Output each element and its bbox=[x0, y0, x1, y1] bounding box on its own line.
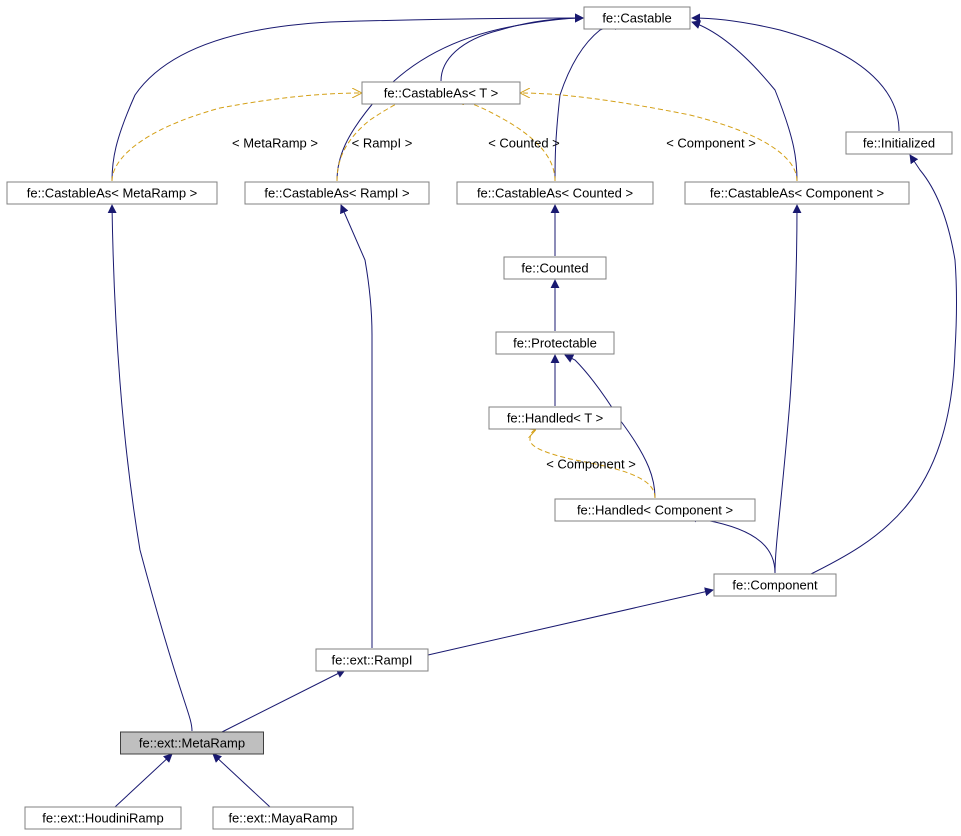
node-label-component: fe::Component bbox=[732, 578, 818, 593]
edge-solid-18 bbox=[213, 754, 270, 807]
edge-label-1: < RampI > bbox=[352, 136, 413, 151]
node-label-castableasT: fe::CastableAs< T > bbox=[384, 86, 498, 101]
node-label-caMeta: fe::CastableAs< MetaRamp > bbox=[27, 186, 198, 201]
node-houdini[interactable]: fe::ext::HoudiniRamp bbox=[25, 807, 181, 829]
node-castable[interactable]: fe::Castable bbox=[584, 7, 690, 29]
nodes-layer: fe::Castablefe::CastableAs< T >fe::Initi… bbox=[7, 7, 952, 829]
edge-solid-10 bbox=[689, 516, 775, 573]
node-metaRamp[interactable]: fe::ext::MetaRamp bbox=[121, 732, 264, 754]
edge-solid-4 bbox=[555, 23, 611, 181]
node-caRampI[interactable]: fe::CastableAs< RampI > bbox=[245, 182, 429, 204]
node-label-handledComp: fe::Handled< Component > bbox=[577, 503, 733, 518]
node-label-castable: fe::Castable bbox=[602, 11, 671, 26]
node-label-metaRamp: fe::ext::MetaRamp bbox=[139, 736, 245, 751]
edge-solid-14 bbox=[428, 590, 713, 655]
edge-label-3: < Component > bbox=[666, 136, 756, 151]
node-label-caCounted: fe::CastableAs< Counted > bbox=[477, 186, 633, 201]
node-caCounted[interactable]: fe::CastableAs< Counted > bbox=[457, 182, 653, 204]
node-protectable[interactable]: fe::Protectable bbox=[496, 332, 614, 354]
edge-label-4: < Component > bbox=[546, 457, 636, 472]
edge-label-2: < Counted > bbox=[488, 136, 560, 151]
node-label-caComponent: fe::CastableAs< Component > bbox=[710, 186, 884, 201]
node-label-maya: fe::ext::MayaRamp bbox=[228, 811, 337, 826]
node-component[interactable]: fe::Component bbox=[714, 574, 836, 596]
edge-solid-0 bbox=[441, 18, 583, 81]
node-counted[interactable]: fe::Counted bbox=[504, 257, 606, 279]
edge-label-0: < MetaRamp > bbox=[232, 136, 318, 151]
node-caMeta[interactable]: fe::CastableAs< MetaRamp > bbox=[7, 182, 217, 204]
edge-solid-12 bbox=[807, 155, 957, 576]
node-label-rampI: fe::ext::RampI bbox=[332, 653, 413, 668]
edge-solid-13 bbox=[341, 205, 372, 648]
node-handledComp[interactable]: fe::Handled< Component > bbox=[555, 499, 755, 521]
node-handledT[interactable]: fe::Handled< T > bbox=[489, 407, 621, 429]
node-label-caRampI: fe::CastableAs< RampI > bbox=[264, 186, 409, 201]
node-label-counted: fe::Counted bbox=[521, 261, 588, 276]
node-castableasT[interactable]: fe::CastableAs< T > bbox=[362, 82, 520, 104]
edge-solid-17 bbox=[115, 754, 172, 807]
edge-solid-15 bbox=[112, 205, 192, 731]
node-rampI[interactable]: fe::ext::RampI bbox=[316, 649, 428, 671]
node-label-handledT: fe::Handled< T > bbox=[507, 411, 603, 426]
node-label-protectable: fe::Protectable bbox=[513, 336, 597, 351]
edge-solid-16 bbox=[220, 670, 345, 733]
node-caComponent[interactable]: fe::CastableAs< Component > bbox=[685, 182, 909, 204]
node-initialized[interactable]: fe::Initialized bbox=[846, 132, 952, 154]
node-maya[interactable]: fe::ext::MayaRamp bbox=[213, 807, 353, 829]
node-label-initialized: fe::Initialized bbox=[863, 136, 935, 151]
edge-solid-5 bbox=[692, 22, 797, 181]
edge-solid-1 bbox=[692, 18, 899, 131]
inheritance-diagram: < MetaRamp > < RampI > < Counted > < Compon… bbox=[0, 0, 961, 836]
node-label-houdini: fe::ext::HoudiniRamp bbox=[42, 811, 163, 826]
edge-solid-11 bbox=[775, 205, 797, 573]
